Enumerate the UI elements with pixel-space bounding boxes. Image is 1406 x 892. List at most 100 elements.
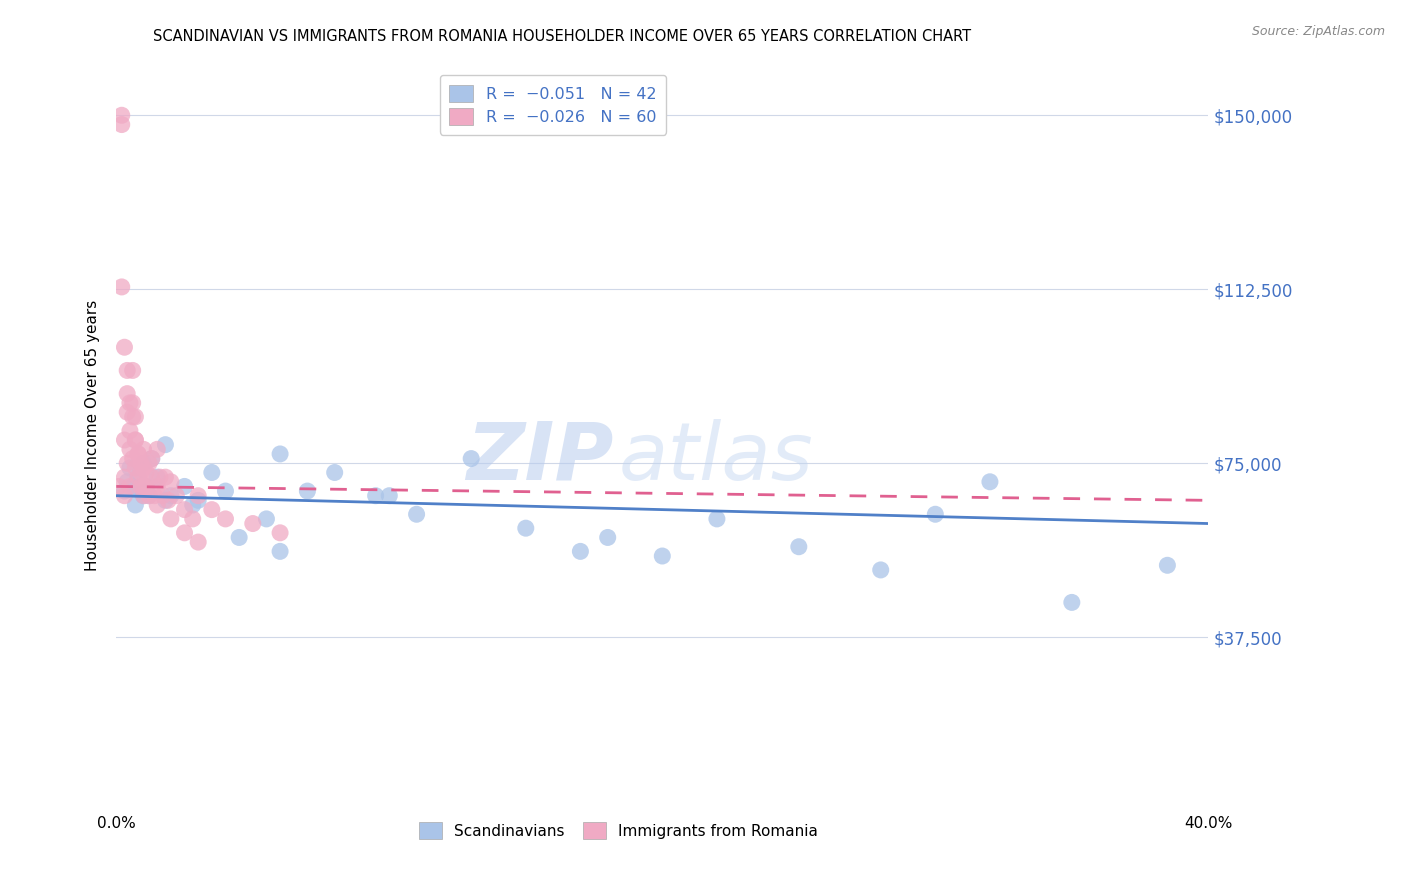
Point [596,531,619,545]
Point [979,475,1001,489]
Point [378,489,401,503]
Point [228,531,250,545]
Point [111,280,134,294]
Point [135,479,157,493]
Point [115,456,138,470]
Point [129,466,152,480]
Point [124,498,146,512]
Point [297,484,319,499]
Point [114,484,136,499]
Point [515,521,537,535]
Point [155,470,177,484]
Point [269,447,291,461]
Point [124,433,146,447]
Point [157,493,180,508]
Point [187,535,209,549]
Point [114,489,136,503]
Point [121,451,143,466]
Point [138,489,160,503]
Point [242,516,264,531]
Point [201,466,224,480]
Point [141,451,163,466]
Point [405,508,427,522]
Point [127,447,149,461]
Point [129,479,152,493]
Point [115,386,138,401]
Point [155,438,177,452]
Point [146,442,169,457]
Point [569,544,592,558]
Point [135,466,157,480]
Point [214,484,236,499]
Point [127,447,149,461]
Point [118,479,141,493]
Point [160,489,183,503]
Point [118,424,141,438]
Point [165,489,187,503]
Text: atlas: atlas [619,419,814,497]
Point [129,456,152,470]
Point [138,489,160,503]
Point [118,461,141,475]
Point [121,409,143,424]
Point [160,512,183,526]
Point [115,405,138,419]
Point [173,502,195,516]
Point [254,512,277,526]
Point [132,456,155,470]
Point [173,479,195,493]
Point [155,493,177,508]
Point [269,544,291,558]
Point [201,502,224,516]
Point [132,489,155,503]
Point [181,512,204,526]
Point [138,456,160,470]
Point [143,489,166,503]
Text: ZIP: ZIP [465,419,613,497]
Point [152,489,174,503]
Point [114,470,136,484]
Point [364,489,387,503]
Point [651,549,673,563]
Point [114,433,136,447]
Point [149,470,172,484]
Point [121,363,143,377]
Point [129,484,152,499]
Point [146,498,169,512]
Point [141,451,163,466]
Point [323,466,346,480]
Point [132,442,155,457]
Point [460,451,482,466]
Point [706,512,728,526]
Point [869,563,891,577]
Point [115,363,138,377]
Point [127,470,149,484]
Point [160,475,183,489]
Point [1156,558,1178,573]
Point [146,470,169,484]
Point [187,489,209,503]
Point [132,479,155,493]
Text: SCANDINAVIAN VS IMMIGRANTS FROM ROMANIA HOUSEHOLDER INCOME OVER 65 YEARS CORRELA: SCANDINAVIAN VS IMMIGRANTS FROM ROMANIA … [153,29,972,45]
Point [269,525,291,540]
Point [146,479,169,493]
Point [214,512,236,526]
Point [124,461,146,475]
Point [1060,595,1083,609]
Point [121,396,143,410]
Point [111,118,134,132]
Point [135,479,157,493]
Point [114,340,136,354]
Point [108,479,131,493]
Point [787,540,810,554]
Y-axis label: Householder Income Over 65 years: Householder Income Over 65 years [86,300,100,571]
Point [181,498,204,512]
Point [141,470,163,484]
Point [132,461,155,475]
Text: Source: ZipAtlas.com: Source: ZipAtlas.com [1251,25,1385,38]
Point [187,493,209,508]
Point [118,396,141,410]
Point [124,433,146,447]
Point [121,479,143,493]
Point [115,475,138,489]
